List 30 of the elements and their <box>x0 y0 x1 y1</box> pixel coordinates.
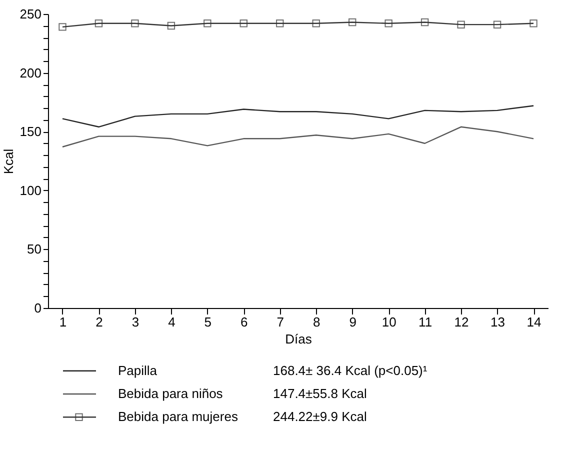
x-tick-label: 14 <box>526 314 542 330</box>
x-tick-label: 7 <box>276 314 284 330</box>
y-axis-title: Kcal <box>0 148 16 174</box>
y-tick-label: 200 <box>20 65 42 80</box>
x-axis-title: Días <box>285 332 312 346</box>
x-tick-label: 9 <box>349 314 356 330</box>
x-tick-label: 12 <box>454 314 469 330</box>
line-series <box>62 126 534 148</box>
x-tick-label: 5 <box>204 314 212 330</box>
text: 168.4± 36.4 Kcal (p<0.05)¹ <box>273 362 428 378</box>
line-series <box>62 105 534 128</box>
x-tick-label: 8 <box>313 314 320 330</box>
x-tick-label: 1 <box>59 314 67 330</box>
text: 244.22±9.9 Kcal <box>273 409 367 424</box>
y-tick-label: 250 <box>20 6 42 22</box>
legend-label: Bebida para niños <box>118 386 224 401</box>
x-tick-label: 3 <box>132 314 140 330</box>
x-tick-label: 6 <box>240 314 248 330</box>
legend-label: Papilla <box>118 362 158 378</box>
x-tick-label: 13 <box>490 314 506 330</box>
x-tick-label: 4 <box>168 314 176 330</box>
x-tick-label: 2 <box>96 314 103 330</box>
text: 147.4±55.8 Kcal <box>273 386 367 401</box>
y-tick-label: 50 <box>27 242 42 257</box>
y-tick-label: 0 <box>34 300 42 316</box>
y-tick-label: 150 <box>20 124 42 140</box>
y-tick-label: 100 <box>20 182 42 198</box>
x-tick-label: 10 <box>382 314 396 330</box>
legend-label: Bebida para mujeres <box>118 409 238 424</box>
x-tick-label: 11 <box>418 314 432 330</box>
